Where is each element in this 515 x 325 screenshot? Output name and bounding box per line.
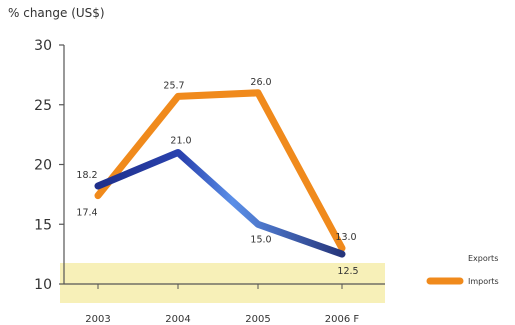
y-tick-label: 15	[34, 217, 52, 233]
axis-band	[60, 263, 385, 303]
data-labels: 18.2 21.0 15.0 12.5 17.4 25.7 26.0 13.0	[76, 77, 358, 277]
data-label-exports: 12.5	[337, 266, 358, 277]
x-tick-label: 2004	[165, 314, 190, 325]
series-line-imports	[94, 89, 346, 252]
legend: Exports Imports	[426, 254, 499, 286]
y-tick-label: 25	[34, 98, 52, 114]
legend-label-imports: Imports	[468, 277, 499, 286]
data-label-imports: 25.7	[163, 80, 184, 91]
data-label-imports: 13.0	[335, 232, 356, 243]
legend-label-exports: Exports	[468, 254, 498, 263]
data-label-exports: 21.0	[170, 136, 191, 147]
data-label-exports: 15.0	[250, 234, 271, 245]
y-axis-label: % change (US$)	[8, 6, 105, 20]
x-tick-label: 2005	[245, 314, 270, 325]
y-tick-label: 20	[34, 158, 52, 174]
x-ticks: 2003 2004 2005 2006 F	[85, 284, 359, 325]
y-tick-label: 10	[34, 277, 52, 293]
y-ticks: 10 15 20 25 30	[34, 38, 64, 293]
x-tick-label: 2006 F	[325, 314, 360, 325]
data-label-imports: 26.0	[250, 77, 271, 88]
data-label-exports: 18.2	[76, 170, 97, 181]
data-label-imports: 17.4	[76, 208, 97, 219]
series-line-exports	[94, 149, 346, 258]
series-lines	[94, 89, 346, 258]
y-tick-label: 30	[34, 38, 52, 54]
x-tick-label: 2003	[85, 314, 110, 325]
